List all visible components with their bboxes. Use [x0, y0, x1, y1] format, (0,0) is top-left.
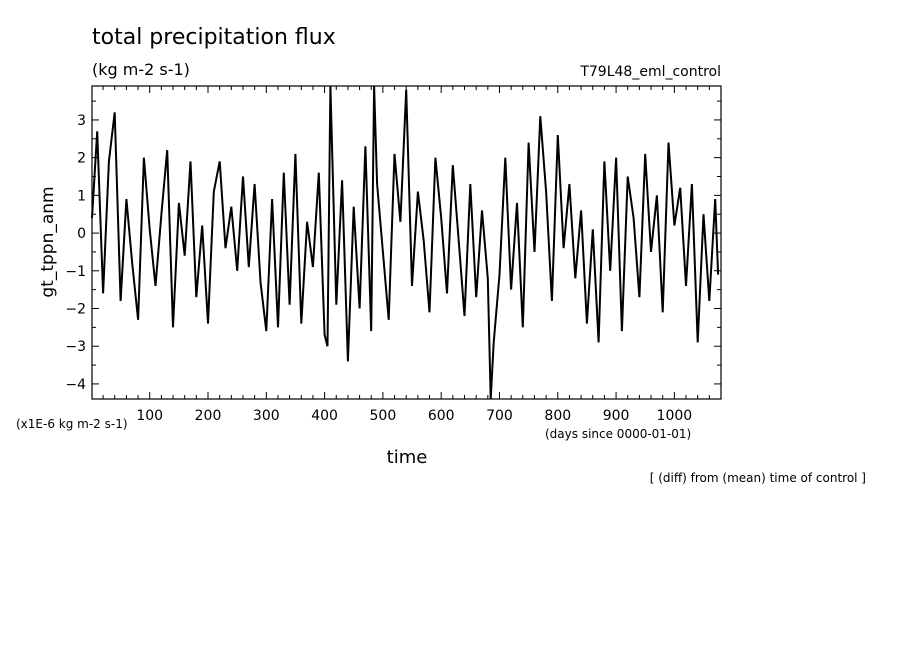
chart-title: total precipitation flux: [92, 25, 336, 50]
y-tick-label: −3: [65, 339, 86, 355]
x-tick-label: 100: [136, 408, 163, 424]
x-tick-label: 400: [311, 408, 338, 424]
x-tick-label: 600: [428, 408, 455, 424]
x-tick-label: 900: [603, 408, 630, 424]
x-tick-label: 500: [370, 408, 397, 424]
plot-area: [91, 85, 720, 400]
y-tick-label: −2: [65, 301, 86, 317]
y-tick-label: 3: [77, 113, 86, 129]
y-tick-label: 1: [77, 188, 86, 204]
x-tick-label: 700: [486, 408, 513, 424]
y-tick-label: −4: [65, 377, 86, 393]
chart-units: (kg m-2 s-1): [92, 60, 190, 79]
x-tick-label: 1000: [657, 408, 693, 424]
y-axis-label: gt_tppn_anm: [38, 186, 58, 297]
x-tick-label: 200: [195, 408, 222, 424]
x-tick-label: 800: [544, 408, 571, 424]
x-axis-label: time: [387, 447, 428, 468]
y-tick-label: −1: [65, 264, 86, 280]
x-axis: 100 200 300 400 500 600 700 800 900 1000: [102, 86, 722, 424]
y-axis: 3 2 1 0 −1 −2 −3 −4: [65, 100, 721, 393]
y-tick-label: 2: [77, 151, 86, 167]
operation-note: [ (diff) from (mean) time of control ]: [650, 471, 866, 485]
scale-note: (x1E-6 kg m-2 s-1): [16, 417, 128, 431]
time-origin-note: (days since 0000-01-01): [545, 427, 691, 441]
x-tick-label: 300: [253, 408, 280, 424]
series-line-1: [91, 85, 720, 400]
y-tick-label: 0: [77, 226, 86, 242]
experiment-label: T79L48_eml_control: [579, 64, 721, 80]
